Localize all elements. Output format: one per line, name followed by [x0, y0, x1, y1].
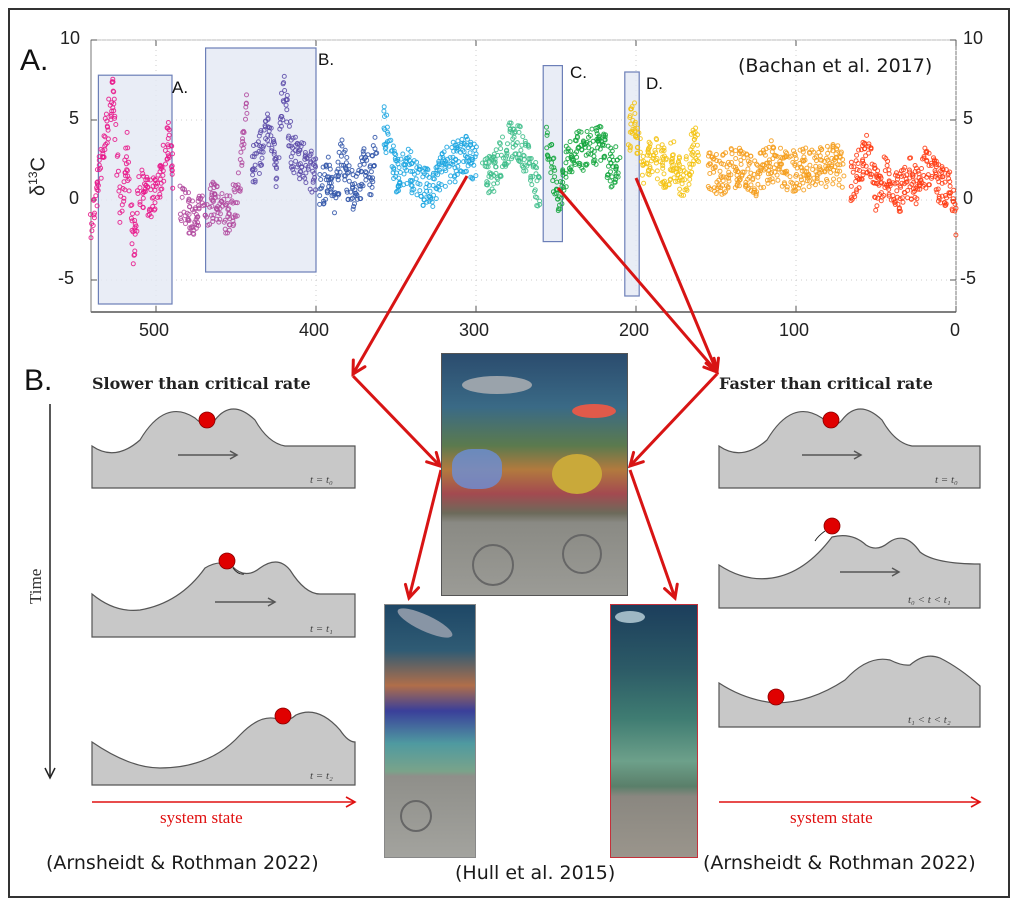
fossil-shape — [472, 544, 514, 586]
marine-reptile-shape — [394, 605, 456, 643]
hull-citation: (Hull et al. 2015) — [455, 862, 616, 884]
faster-rate-title: Faster than critical rate — [719, 374, 933, 393]
left-system-state-label: system state — [160, 808, 243, 827]
y-tick-right-5: 5 — [963, 108, 974, 128]
box-a-label: A. — [172, 78, 189, 97]
red-connector-arrows — [351, 175, 720, 602]
x-tick-400: 400 — [299, 320, 330, 340]
box-b-label: B. — [318, 50, 335, 69]
depleted-reef-image — [610, 604, 698, 858]
right-system-state-label: system state — [790, 808, 873, 827]
y-tick-left-0: 0 — [69, 188, 80, 208]
right-state-t0-t1: t₀ < t < t₁ — [908, 594, 951, 606]
left-state-t1: t = t₁ — [310, 623, 333, 635]
y-tick-left-neg5: -5 — [58, 268, 75, 288]
bachan-citation: (Bachan et al. 2017) — [738, 55, 933, 77]
x-tick-300: 300 — [459, 320, 490, 340]
landscape-diagrams — [44, 404, 982, 808]
right-arnsheidt-citation: (Arnsheidt & Rothman 2022) — [703, 852, 976, 874]
figure-frame — [8, 8, 1010, 898]
y-tick-left-10: 10 — [60, 28, 81, 48]
left-arnsheidt-citation: (Arnsheidt & Rothman 2022) — [46, 852, 319, 874]
x-tick-200: 200 — [619, 320, 650, 340]
x-tick-0: 0 — [950, 320, 961, 340]
blue-fish-school — [452, 449, 502, 489]
fossil-shape — [400, 800, 432, 832]
recovered-reef-image — [384, 604, 476, 858]
fossil-shape — [562, 534, 602, 574]
shark-shape — [462, 376, 532, 394]
box-d-label: D. — [646, 74, 663, 93]
x-tick-100: 100 — [779, 320, 810, 340]
box-c-label: C. — [570, 63, 587, 82]
left-state-t2: t = t₂ — [310, 770, 333, 782]
fish-shape — [615, 611, 645, 623]
y-tick-right-neg5: -5 — [960, 268, 977, 288]
reef-ecosystem-image — [441, 353, 628, 596]
panel-a-label: A. — [20, 44, 49, 77]
right-state-t0: t = t₀ — [935, 474, 958, 486]
time-axis-label: Time — [26, 568, 45, 604]
right-state-t1-t2: t₁ < t < t₂ — [908, 714, 951, 726]
left-state-t0: t = t₀ — [310, 474, 333, 486]
y-tick-right-0: 0 — [963, 188, 974, 208]
d13c-scatter-chart — [87, 39, 959, 313]
x-tick-500: 500 — [139, 320, 170, 340]
coral-shape — [552, 454, 602, 494]
panel-b-label: B. — [24, 364, 53, 397]
y-axis-label: δ13C — [26, 157, 50, 196]
y-tick-right-10: 10 — [963, 28, 984, 48]
red-fish-shape — [572, 404, 616, 418]
slower-rate-title: Slower than critical rate — [92, 374, 311, 393]
y-tick-left-5: 5 — [69, 108, 80, 128]
